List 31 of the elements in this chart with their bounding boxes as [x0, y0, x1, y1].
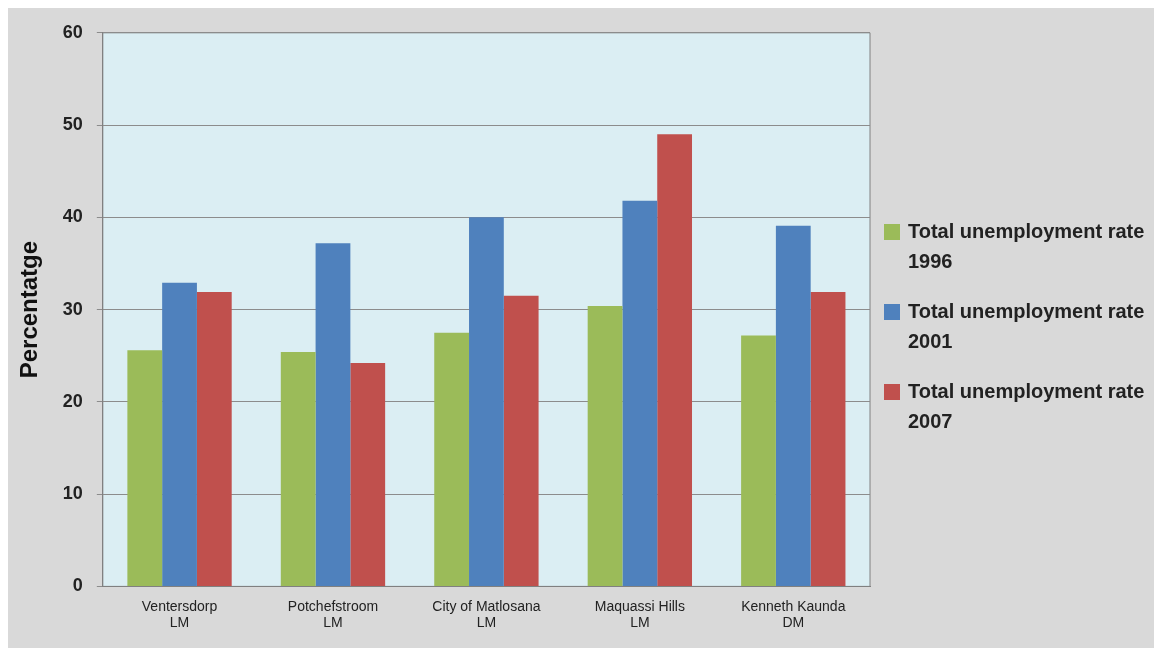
bar [503, 295, 539, 586]
bar [741, 335, 776, 586]
bar [350, 363, 386, 586]
bar [434, 332, 470, 586]
x-tick-label: Potchefstroom LM [287, 597, 379, 631]
bar [162, 282, 197, 586]
y-tick-label: 0 [72, 575, 83, 596]
y-tick-label: 60 [62, 21, 83, 42]
y-tick-label: 50 [62, 114, 83, 135]
y-tick-label: 10 [62, 483, 83, 504]
bar [469, 217, 504, 586]
legend-label: Total unemployment rate 2001 [908, 299, 1146, 354]
bar [315, 243, 351, 586]
y-axis-title: Percentatge [15, 240, 43, 379]
x-tick-label: Kenneth Kaunda DM [741, 597, 846, 631]
x-tick-label: Ventersdorp LM [141, 597, 218, 631]
legend-label: Total unemployment rate 2007 [908, 379, 1146, 434]
y-tick-label: 30 [62, 298, 83, 319]
bar [196, 292, 232, 586]
bar [657, 134, 693, 586]
y-tick-label: 20 [62, 390, 83, 411]
x-tick-label: Maquassi Hills LM [594, 597, 685, 631]
bar [622, 200, 658, 586]
bar [775, 225, 811, 586]
x-tick-label: City of Matlosana LM [432, 597, 541, 631]
bar [280, 352, 316, 586]
legend-label: Total unemployment rate 1996 [908, 219, 1146, 274]
bar [127, 350, 163, 586]
y-tick-label: 40 [62, 206, 83, 227]
bar [810, 292, 846, 586]
bar [587, 305, 623, 586]
